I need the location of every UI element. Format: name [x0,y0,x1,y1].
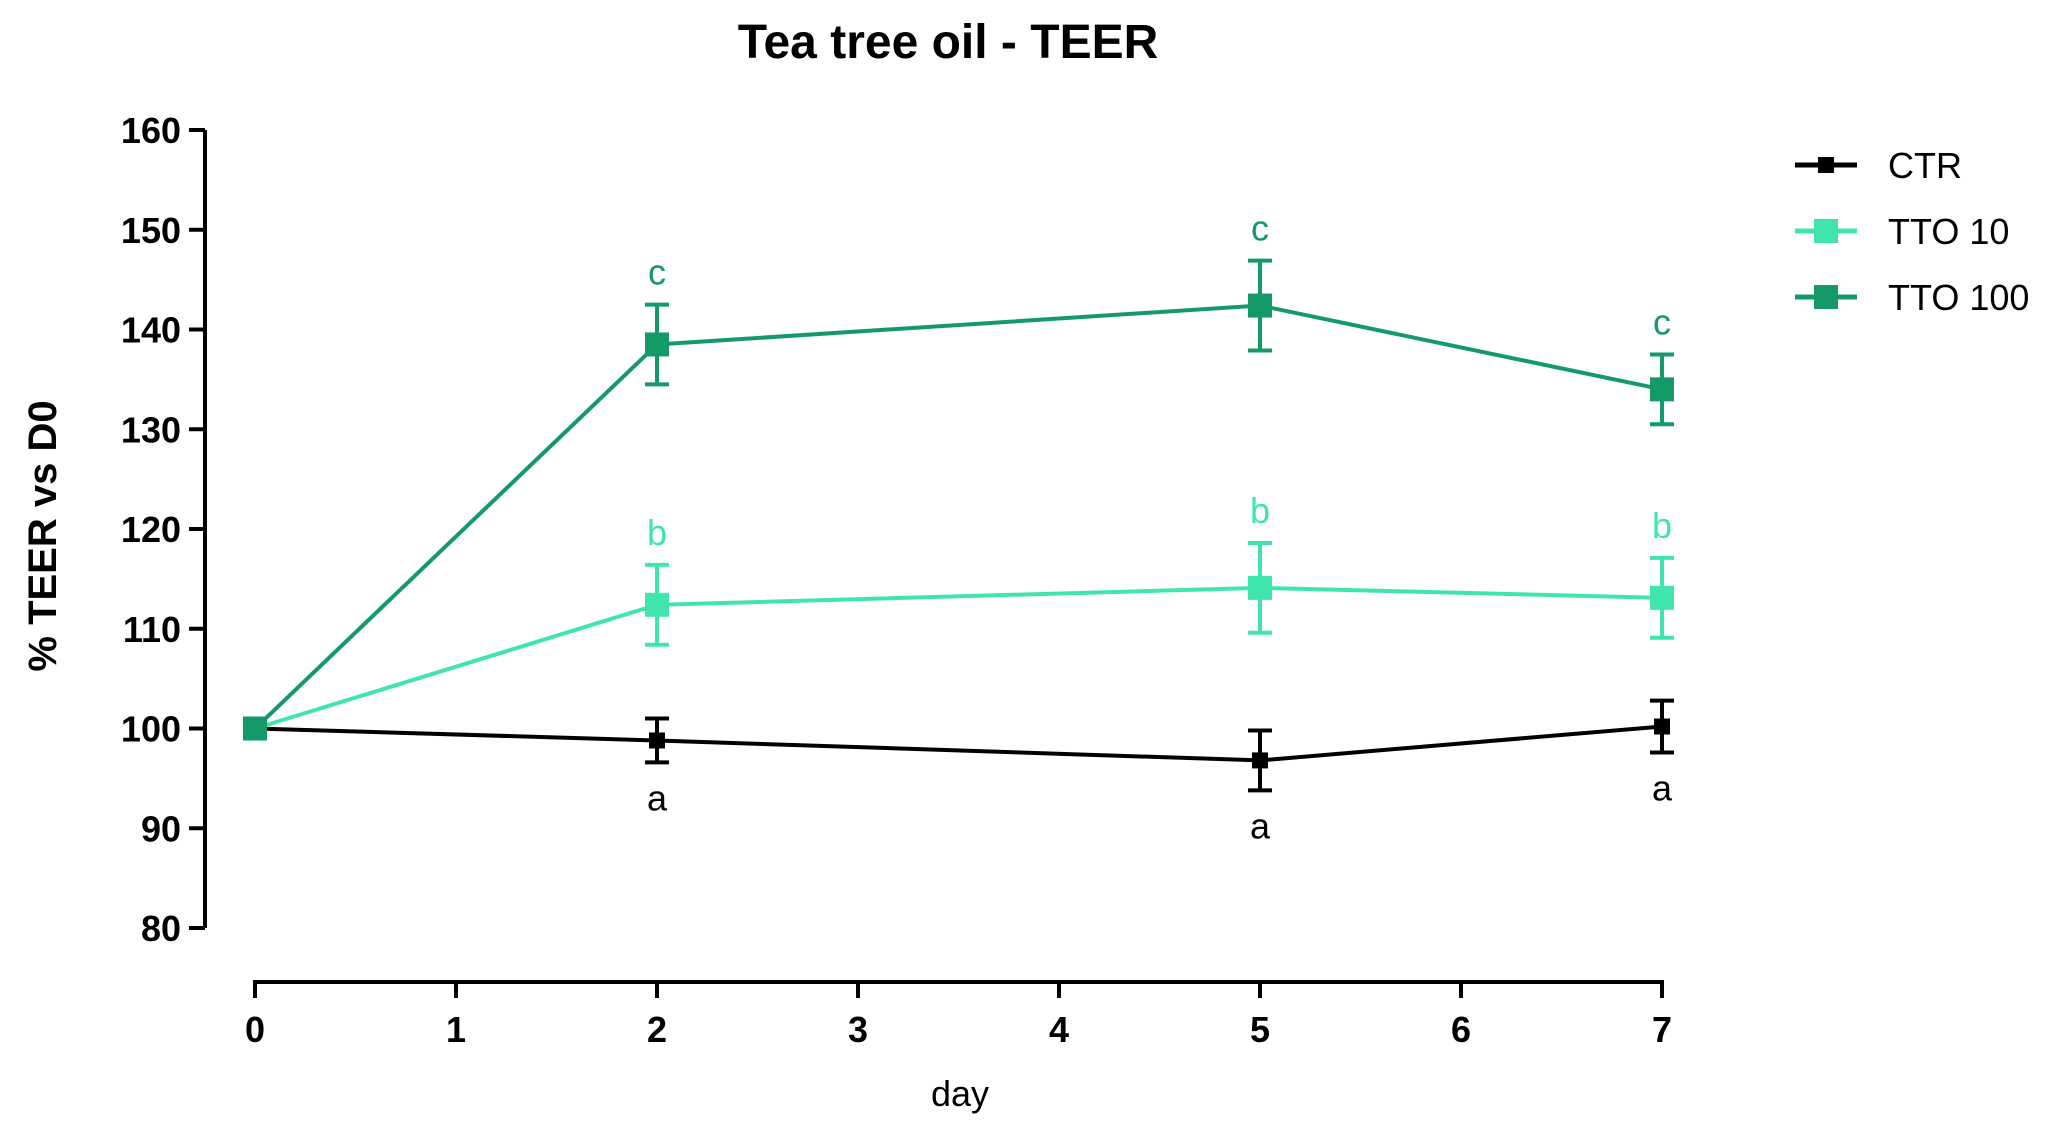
x-tick-label: 5 [1250,1009,1270,1050]
data-point-tto-10 [1650,585,1674,610]
significance-label-ctr: a [647,777,668,818]
series-line-tto-100 [253,303,1663,730]
legend-label: TTO 10 [1888,211,2009,252]
significance-label-tto-10: b [1652,505,1672,546]
legend-label: TTO 100 [1888,277,2029,318]
legend-item-tto-100: TTO 100 [1795,277,2029,318]
significance-label-tto-100: c [1251,208,1269,249]
x-tick-label: 1 [446,1009,466,1050]
legend-swatch-marker [1814,219,1838,243]
chart-title: Tea tree oil - TEER [738,16,1159,69]
data-point-ctr [1252,752,1268,769]
axes: 80 90 100 110 120 130 140 150 160 0 1 2 3 4 5 6 7 [121,110,1672,1050]
data-point-ctr [649,732,665,749]
series-layer: a a a b b b c c c [243,208,1674,846]
x-tick-label: 7 [1652,1009,1672,1050]
data-point-tto-10 [1248,575,1272,600]
x-tick-label: 4 [1049,1009,1069,1050]
y-tick-label: 90 [141,808,181,849]
significance-label-tto-100: c [1653,301,1671,342]
x-tick-label: 3 [848,1009,868,1050]
data-point-tto-100 [1650,377,1674,402]
y-tick-label: 110 [123,609,181,650]
x-axis-label: day [931,1073,989,1114]
significance-label-tto-100: c [648,252,666,293]
x-tick-label: 0 [245,1009,265,1050]
y-axis-label: % TEER vs D0 [21,400,65,671]
legend-item-ctr: CTR [1795,145,1962,186]
data-point-tto-10 [645,592,669,617]
series-tto-10: bb b [243,490,1674,741]
series-line-ctr [254,724,1663,763]
y-tick-label: 80 [141,908,181,949]
y-tick-label: 160 [121,110,181,151]
y-tick-label: 120 [121,509,181,550]
data-point-ctr [1654,718,1670,735]
legend-item-tto-10: TTO 10 [1795,211,2009,252]
legend-swatch-marker [1818,157,1834,173]
y-tick-label: 130 [121,409,181,450]
legend: CTR TTO 10 TTO 100 [1795,145,2029,318]
significance-label-tto-10: b [647,512,667,553]
data-point-tto-100 [1248,293,1272,318]
series-line-tto-10 [254,585,1663,731]
legend-label: CTR [1888,145,1962,186]
data-point-tto-100 [243,716,267,741]
series-tto-100: c c c [243,208,1674,741]
series-ctr: aaa [247,698,1674,846]
y-tick-label: 100 [121,709,181,750]
significance-label-ctr: a [1652,767,1673,808]
x-tick-label: 2 [647,1009,667,1050]
significance-label-ctr: a [1250,805,1271,846]
y-tick-label: 140 [121,310,181,351]
legend-swatch-marker [1814,285,1838,309]
y-tick-label: 150 [121,210,181,251]
x-tick-label: 6 [1451,1009,1471,1050]
significance-label-tto-10: b [1250,490,1270,531]
data-point-tto-100 [645,332,669,357]
